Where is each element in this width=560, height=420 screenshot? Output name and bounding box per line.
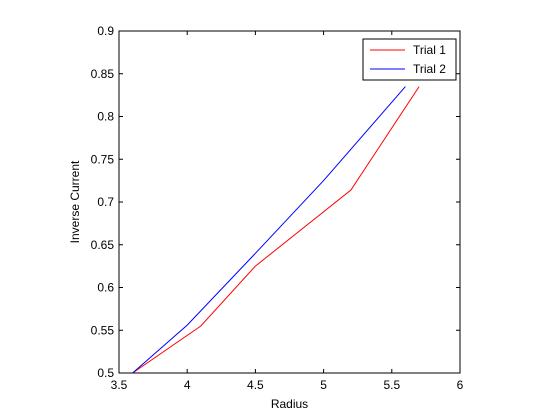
y-tick-label: 0.5 [97, 366, 114, 380]
y-axis-label: Inverse Current [68, 160, 82, 243]
series-line-trial-2 [132, 86, 406, 374]
y-tick-label: 0.7 [97, 195, 114, 209]
y-tick-label: 0.6 [97, 281, 114, 295]
legend-label-trial-1: Trial 1 [413, 43, 446, 57]
series-line-trial-1 [132, 86, 420, 374]
plot-area [118, 30, 461, 374]
y-tick-label: 0.85 [91, 67, 115, 81]
x-tick-label: 5.5 [383, 378, 400, 392]
x-tick-label: 4.5 [247, 378, 264, 392]
x-axis-label: Radius [271, 397, 308, 411]
legend-label-trial-2: Trial 2 [413, 62, 446, 76]
y-tick-label: 0.55 [91, 323, 115, 337]
x-tick-label: 3.5 [111, 378, 128, 392]
x-tick-label: 5 [320, 378, 327, 392]
legend-box [362, 38, 457, 81]
x-tick-label: 6 [457, 378, 464, 392]
y-axis: 0.5 0.55 0.6 0.65 0.7 0.75 0.8 0.85 0.9 [91, 24, 460, 380]
legend: Trial 1 Trial 2 [362, 38, 457, 81]
x-axis: 3.5 4 4.5 5 5.5 6 [111, 31, 464, 392]
y-tick-label: 0.9 [97, 24, 114, 38]
y-tick-label: 0.8 [97, 110, 114, 124]
y-tick-label: 0.65 [91, 238, 115, 252]
series-layer [132, 86, 420, 374]
y-tick-label: 0.75 [91, 152, 115, 166]
x-tick-label: 4 [184, 378, 191, 392]
